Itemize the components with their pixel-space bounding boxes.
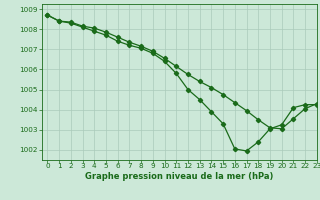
X-axis label: Graphe pression niveau de la mer (hPa): Graphe pression niveau de la mer (hPa) — [85, 172, 273, 181]
